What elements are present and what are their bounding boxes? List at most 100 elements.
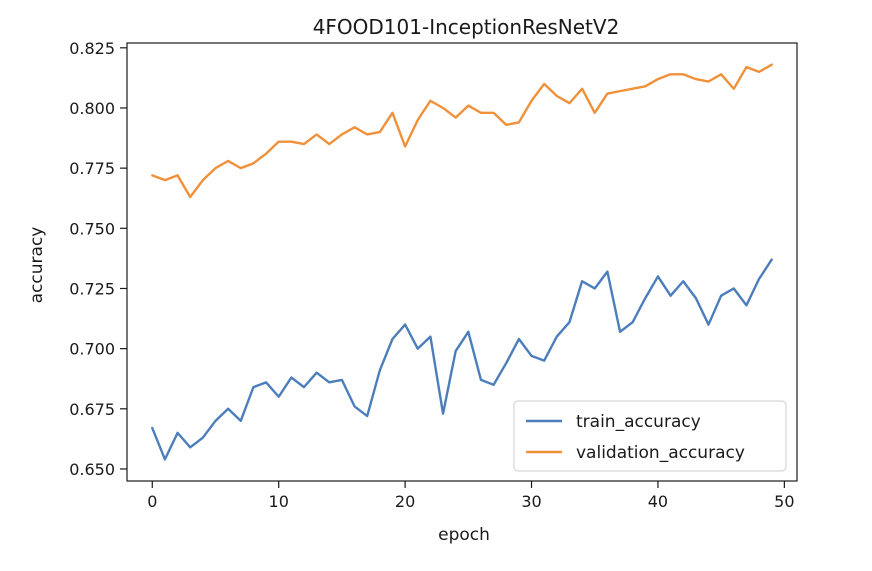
data-point-validation_accuracy [240,167,242,169]
data-point-train_accuracy [303,386,305,388]
y-tick-label: 0.800 [69,99,115,118]
data-point-validation_accuracy [391,112,393,114]
x-tick-label: 10 [269,492,289,511]
data-point-train_accuracy [631,321,633,323]
data-point-train_accuracy [771,258,773,260]
data-point-train_accuracy [404,323,406,325]
data-point-validation_accuracy [581,88,583,90]
data-point-validation_accuracy [366,133,368,135]
legend-label-train_accuracy: train_accuracy [576,412,701,432]
data-point-train_accuracy [240,420,242,422]
data-point-validation_accuracy [290,140,292,142]
data-point-train_accuracy [189,446,191,448]
y-tick-label: 0.650 [69,460,115,479]
x-tick-label: 20 [395,492,415,511]
x-axis-title: epoch [438,525,490,545]
data-point-validation_accuracy [328,143,330,145]
data-point-train_accuracy [277,396,279,398]
data-point-train_accuracy [695,297,697,299]
data-point-train_accuracy [657,275,659,277]
data-point-validation_accuracy [202,179,204,181]
data-point-validation_accuracy [518,121,520,123]
data-point-train_accuracy [467,331,469,333]
x-tick-label: 0 [147,492,157,511]
data-point-validation_accuracy [733,88,735,90]
data-point-train_accuracy [454,350,456,352]
x-tick-label: 40 [648,492,668,511]
series-line-train_accuracy [151,258,773,461]
data-point-validation_accuracy [214,167,216,169]
data-point-train_accuracy [315,372,317,374]
data-point-validation_accuracy [606,92,608,94]
data-point-validation_accuracy [644,85,646,87]
data-point-validation_accuracy [669,73,671,75]
data-point-train_accuracy [543,359,545,361]
data-point-train_accuracy [341,379,343,381]
data-point-train_accuracy [290,376,292,378]
data-point-train_accuracy [707,323,709,325]
data-point-validation_accuracy [619,90,621,92]
data-point-train_accuracy [151,427,153,429]
data-point-train_accuracy [669,294,671,296]
data-point-validation_accuracy [745,66,747,68]
data-point-validation_accuracy [404,145,406,147]
data-point-train_accuracy [518,338,520,340]
data-point-validation_accuracy [707,80,709,82]
data-point-validation_accuracy [176,174,178,176]
data-point-validation_accuracy [189,196,191,198]
data-point-train_accuracy [606,270,608,272]
data-point-train_accuracy [164,458,166,460]
data-point-train_accuracy [227,408,229,410]
data-point-validation_accuracy [480,112,482,114]
data-point-validation_accuracy [353,126,355,128]
data-point-validation_accuracy [530,100,532,102]
data-point-validation_accuracy [695,78,697,80]
y-tick-label: 0.700 [69,340,115,359]
data-point-train_accuracy [265,381,267,383]
data-point-train_accuracy [568,321,570,323]
y-tick-label: 0.825 [69,39,115,58]
data-point-train_accuracy [594,287,596,289]
data-point-validation_accuracy [505,124,507,126]
data-point-validation_accuracy [265,153,267,155]
x-tick-label: 50 [774,492,794,511]
data-point-validation_accuracy [315,133,317,135]
data-point-train_accuracy [379,369,381,371]
data-point-validation_accuracy [164,179,166,181]
data-point-validation_accuracy [720,73,722,75]
data-point-train_accuracy [682,280,684,282]
y-tick-label: 0.725 [69,279,115,298]
data-point-validation_accuracy [277,140,279,142]
data-point-train_accuracy [214,420,216,422]
data-point-train_accuracy [733,287,735,289]
plot-frame [126,42,798,482]
data-point-train_accuracy [758,278,760,280]
data-point-validation_accuracy [543,83,545,85]
data-point-validation_accuracy [568,102,570,104]
data-point-train_accuracy [391,338,393,340]
data-point-train_accuracy [366,415,368,417]
x-tick-label: 30 [521,492,541,511]
data-point-validation_accuracy [151,174,153,176]
data-point-validation_accuracy [303,143,305,145]
data-point-train_accuracy [176,432,178,434]
data-point-validation_accuracy [442,107,444,109]
data-point-train_accuracy [480,379,482,381]
data-point-train_accuracy [745,304,747,306]
data-point-train_accuracy [644,297,646,299]
y-axis-title: accuracy [27,227,47,304]
data-point-train_accuracy [556,335,558,337]
data-point-validation_accuracy [417,119,419,121]
legend-label-validation_accuracy: validation_accuracy [576,443,745,463]
data-point-train_accuracy [353,405,355,407]
data-point-train_accuracy [619,331,621,333]
data-point-train_accuracy [417,347,419,349]
data-point-validation_accuracy [758,71,760,73]
data-point-validation_accuracy [252,162,254,164]
data-point-train_accuracy [429,335,431,337]
series-line-validation_accuracy [151,63,773,199]
y-tick-label: 0.750 [69,219,115,238]
legend: train_accuracy validation_accuracy [513,400,787,472]
